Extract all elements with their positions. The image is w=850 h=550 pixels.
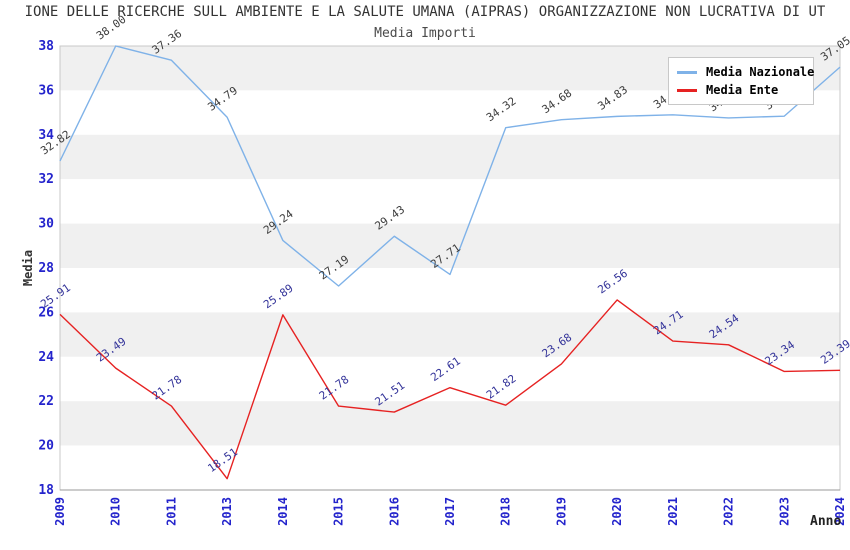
- x-tick-label: 2013: [220, 497, 234, 526]
- y-tick-label: 20: [38, 439, 54, 454]
- grid-band: [60, 445, 840, 490]
- y-tick-label: 26: [38, 305, 54, 320]
- chart-title: IONE DELLE RICERCHE SULL AMBIENTE E LA S…: [24, 4, 826, 20]
- grid-band: [60, 179, 840, 224]
- y-tick-label: 38: [38, 39, 54, 54]
- grid-band: [60, 268, 840, 313]
- line-swatch-icon: [677, 88, 697, 92]
- y-axis-label: Media: [21, 249, 35, 287]
- y-tick-label: 32: [38, 172, 54, 187]
- x-axis-label: Anno: [810, 514, 842, 529]
- legend: Media Nazionale Media Ente: [668, 57, 814, 105]
- x-tick-label: 2021: [666, 497, 680, 526]
- y-tick-label: 36: [38, 83, 54, 98]
- series-line-media-ente: [59, 299, 841, 480]
- y-tick-label: 22: [38, 394, 54, 409]
- chart-subtitle: Media Importi: [374, 26, 476, 41]
- x-tick-label: 2020: [610, 497, 624, 526]
- x-tick-label: 2014: [276, 497, 290, 526]
- legend-item-media-ente: Media Ente: [677, 81, 807, 99]
- legend-item-media-nazionale: Media Nazionale: [677, 63, 814, 81]
- series-line-media-nazionale: [59, 45, 841, 287]
- x-tick-label: 2024: [833, 497, 847, 526]
- x-tick-label: 2015: [332, 497, 346, 526]
- y-tick-label: 30: [38, 217, 54, 232]
- x-tick-label: 2018: [499, 497, 513, 526]
- grid-band: [60, 312, 840, 357]
- y-tick-label: 24: [38, 350, 54, 365]
- grid-band: [60, 401, 840, 446]
- x-tick-label: 2017: [443, 497, 457, 526]
- x-tick-label: 2016: [387, 497, 401, 526]
- x-tick-label: 2009: [53, 497, 67, 526]
- legend-label: Media Ente: [706, 83, 779, 97]
- data-label: 38.00: [94, 13, 129, 43]
- x-tick-label: 2023: [777, 497, 791, 526]
- y-tick-label: 18: [38, 483, 54, 498]
- y-tick-label: 34: [38, 128, 54, 143]
- x-tick-label: 2019: [554, 497, 568, 526]
- x-tick-label: 2010: [109, 497, 123, 526]
- y-tick-label: 28: [38, 261, 54, 276]
- x-tick-label: 2022: [722, 497, 736, 526]
- grid-band: [60, 223, 840, 268]
- x-tick-label: 2011: [164, 497, 178, 526]
- grid-band: [60, 356, 840, 402]
- legend-label: Media Nazionale: [706, 65, 815, 79]
- line-swatch-icon: [677, 70, 697, 74]
- grid-band: [60, 134, 840, 180]
